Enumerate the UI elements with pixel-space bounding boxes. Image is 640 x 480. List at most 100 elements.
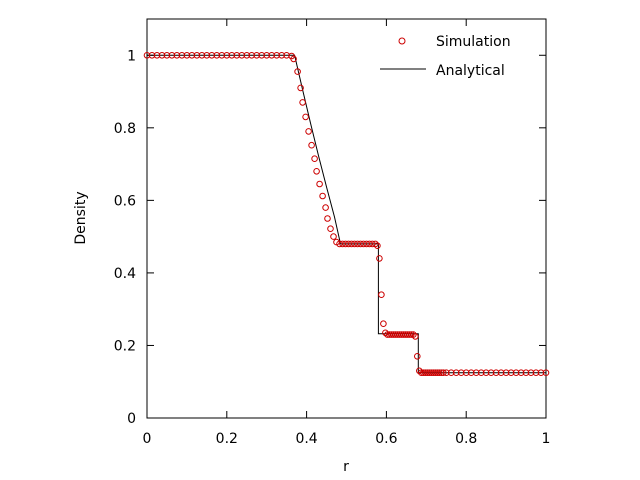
series-simulation-point xyxy=(324,215,331,222)
series-simulation-point xyxy=(188,52,196,59)
series-simulation-point xyxy=(440,369,447,377)
series-simulation-point xyxy=(268,52,276,59)
series-simulation-point xyxy=(228,52,236,59)
series-simulation-point xyxy=(532,369,540,377)
y-tick-label: 0.6 xyxy=(114,193,136,209)
series-simulation-point xyxy=(297,84,304,92)
series-simulation-point xyxy=(148,52,156,59)
y-tick-label: 0 xyxy=(127,411,136,427)
axes xyxy=(146,18,547,419)
series-simulation-point xyxy=(330,233,337,240)
series-simulation-point xyxy=(512,369,520,377)
series-layer xyxy=(143,52,550,377)
series-simulation-point xyxy=(278,52,286,59)
series-simulation-point xyxy=(467,369,475,377)
series-simulation-point xyxy=(502,369,510,377)
series-simulation-point xyxy=(173,52,181,59)
series-simulation-point xyxy=(443,369,450,377)
series-simulation-point xyxy=(374,242,381,249)
series-simulation-point xyxy=(263,52,271,59)
series-simulation-point xyxy=(376,255,383,262)
series-simulation-point xyxy=(238,52,246,59)
series-simulation-point xyxy=(457,369,465,377)
series-simulation-point xyxy=(248,52,255,59)
series-simulation-point xyxy=(178,52,186,59)
series-simulation-point xyxy=(542,369,550,377)
series-simulation-point xyxy=(472,369,480,377)
series-simulation-point xyxy=(327,225,334,232)
plot-frame xyxy=(146,18,547,419)
series-simulation-point xyxy=(438,369,445,377)
series-simulation-point xyxy=(158,52,166,59)
series-simulation-point xyxy=(183,52,191,59)
series-simulation-point xyxy=(507,369,515,377)
series-simulation-point xyxy=(213,52,221,59)
y-tick-label: 0.4 xyxy=(114,266,136,282)
series-simulation-point xyxy=(299,99,306,106)
series-simulation-point xyxy=(462,369,470,377)
series-simulation-point xyxy=(319,192,326,200)
series-simulation-point xyxy=(487,369,495,377)
series-simulation-point xyxy=(223,52,231,59)
series-simulation-point xyxy=(382,329,389,337)
series-simulation-point xyxy=(253,52,261,59)
series-simulation-point xyxy=(243,52,251,59)
series-simulation-point xyxy=(412,333,419,340)
series-simulation-point xyxy=(517,369,525,377)
series-simulation-point xyxy=(193,52,201,59)
y-tick-label: 0.2 xyxy=(114,338,136,354)
series-simulation-point xyxy=(497,369,505,377)
x-tick-label: 0.8 xyxy=(455,431,477,447)
series-simulation-point xyxy=(273,52,281,59)
series-simulation-point xyxy=(436,369,443,377)
x-tick-label: 0.2 xyxy=(216,431,238,447)
legend-label-analytical: Analytical xyxy=(436,63,505,79)
x-tick-label: 1 xyxy=(542,431,551,447)
y-axis-label: Density xyxy=(73,191,89,244)
series-simulation-point xyxy=(302,113,309,121)
series-analytical-line xyxy=(147,54,546,374)
x-tick-label: 0.6 xyxy=(375,431,397,447)
series-simulation-point xyxy=(311,155,318,162)
series-simulation-point xyxy=(527,369,535,377)
series-simulation-point xyxy=(233,52,241,59)
series-simulation-point xyxy=(522,369,530,377)
series-simulation-point xyxy=(153,52,161,59)
series-simulation-point xyxy=(414,353,421,360)
x-tick-label: 0.4 xyxy=(295,431,317,447)
series-simulation-point xyxy=(163,52,171,59)
series-simulation-point xyxy=(143,52,151,59)
legend-label-simulation: Simulation xyxy=(436,34,511,50)
series-simulation-point xyxy=(258,52,266,59)
series-simulation-point xyxy=(380,320,387,328)
series-simulation-point xyxy=(537,369,545,377)
series-simulation-point xyxy=(198,52,206,59)
series-simulation-point xyxy=(294,68,301,75)
series-simulation-point xyxy=(482,369,490,377)
series-simulation-point xyxy=(208,52,216,59)
series-simulation-point xyxy=(283,52,290,59)
series-simulation-point xyxy=(447,369,455,377)
x-axis-label: r xyxy=(343,459,349,475)
series-simulation-point xyxy=(168,52,176,59)
legend: Simulation Analytical xyxy=(380,34,511,79)
series-simulation-point xyxy=(316,180,323,188)
series-simulation-point xyxy=(492,369,500,377)
y-tick-label: 0.8 xyxy=(114,121,136,137)
series-simulation-point xyxy=(322,204,329,211)
series-simulation-point xyxy=(477,369,485,377)
series-simulation-point xyxy=(452,369,460,377)
series-simulation-point xyxy=(305,128,312,135)
series-simulation-point xyxy=(218,52,226,59)
series-simulation-point xyxy=(313,168,320,175)
series-simulation-point xyxy=(290,55,297,63)
series-simulation-point xyxy=(416,367,423,375)
series-simulation-point xyxy=(308,141,315,149)
series-simulation-point xyxy=(372,240,379,248)
legend-marker-simulation xyxy=(398,37,406,45)
x-tick-label: 0 xyxy=(143,431,152,447)
series-simulation-point xyxy=(408,331,415,338)
series-simulation-point xyxy=(406,331,413,338)
series-simulation-point xyxy=(410,331,417,338)
